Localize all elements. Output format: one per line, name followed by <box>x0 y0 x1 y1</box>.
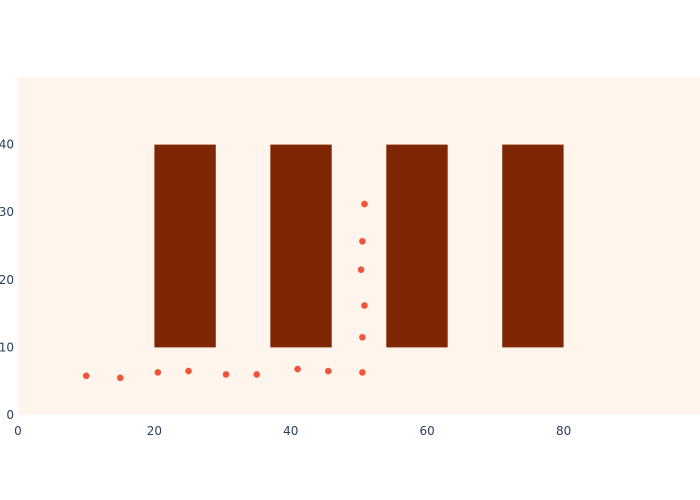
data-point <box>294 365 301 373</box>
data-point <box>253 371 260 378</box>
x-tick-label: 60 <box>420 424 435 438</box>
rect-shape-1 <box>154 144 216 348</box>
y-tick-label: 40 <box>0 138 14 152</box>
plot-background <box>18 77 700 415</box>
data-point <box>325 367 332 375</box>
rect-shape-3 <box>386 144 448 348</box>
data-point <box>82 372 90 380</box>
data-point <box>359 369 366 376</box>
x-tick-label: 40 <box>283 424 298 438</box>
data-point <box>361 302 368 309</box>
data-point <box>359 237 366 245</box>
x-tick-label: 20 <box>147 424 162 438</box>
y-tick-label: 0 <box>6 408 14 422</box>
x-axis-ticks: 0 20 40 60 80 <box>14 424 571 438</box>
y-tick-label: 30 <box>0 205 14 219</box>
data-point <box>361 200 368 208</box>
y-tick-label: 20 <box>0 273 14 287</box>
y-tick-label: 10 <box>0 340 14 354</box>
data-point <box>357 266 365 273</box>
data-point <box>185 367 192 375</box>
rect-shape-4 <box>502 144 564 348</box>
x-tick-label: 0 <box>14 424 22 438</box>
rect-shapes <box>154 144 564 348</box>
x-tick-label: 80 <box>556 424 571 438</box>
data-point <box>222 371 230 378</box>
data-point <box>359 333 366 341</box>
scatter-points <box>82 200 368 382</box>
rect-shape-2 <box>270 144 332 348</box>
data-point <box>154 369 162 376</box>
y-axis-ticks: 0 10 20 30 40 <box>0 138 14 422</box>
data-point <box>117 374 124 382</box>
